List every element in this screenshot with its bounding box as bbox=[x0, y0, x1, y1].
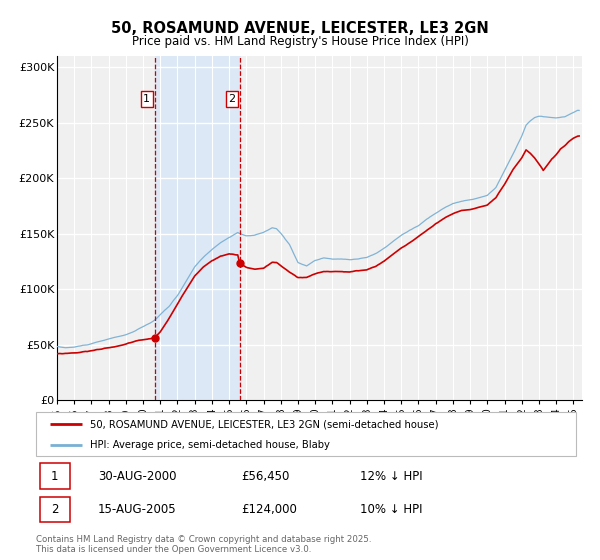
Text: 10% ↓ HPI: 10% ↓ HPI bbox=[360, 503, 422, 516]
Text: 30-AUG-2000: 30-AUG-2000 bbox=[98, 470, 176, 483]
Text: £56,450: £56,450 bbox=[241, 470, 290, 483]
Text: £124,000: £124,000 bbox=[241, 503, 297, 516]
Text: 50, ROSAMUND AVENUE, LEICESTER, LE3 2GN (semi-detached house): 50, ROSAMUND AVENUE, LEICESTER, LE3 2GN … bbox=[90, 419, 439, 429]
Text: 12% ↓ HPI: 12% ↓ HPI bbox=[360, 470, 422, 483]
FancyBboxPatch shape bbox=[40, 463, 70, 489]
Text: Price paid vs. HM Land Registry's House Price Index (HPI): Price paid vs. HM Land Registry's House … bbox=[131, 35, 469, 48]
Text: 2: 2 bbox=[229, 94, 236, 104]
Text: HPI: Average price, semi-detached house, Blaby: HPI: Average price, semi-detached house,… bbox=[90, 440, 330, 450]
Text: 15-AUG-2005: 15-AUG-2005 bbox=[98, 503, 177, 516]
Text: 50, ROSAMUND AVENUE, LEICESTER, LE3 2GN: 50, ROSAMUND AVENUE, LEICESTER, LE3 2GN bbox=[111, 21, 489, 36]
FancyBboxPatch shape bbox=[40, 497, 70, 522]
Text: 1: 1 bbox=[143, 94, 151, 104]
Text: Contains HM Land Registry data © Crown copyright and database right 2025.
This d: Contains HM Land Registry data © Crown c… bbox=[36, 535, 371, 554]
Text: 1: 1 bbox=[51, 470, 59, 483]
Bar bbox=[155, 56, 240, 400]
FancyBboxPatch shape bbox=[36, 412, 576, 456]
Text: 2: 2 bbox=[51, 503, 59, 516]
